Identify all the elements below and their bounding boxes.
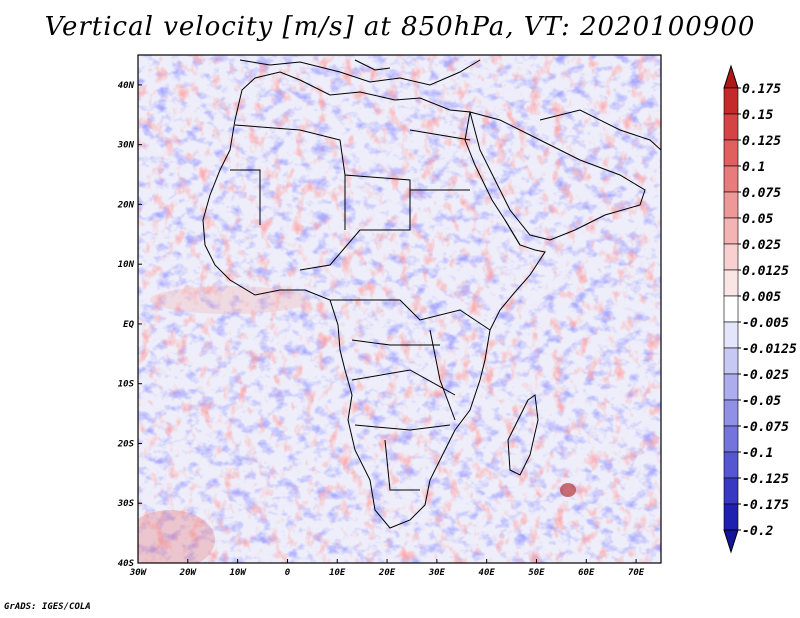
colorbar-box <box>723 425 739 453</box>
colorbar-box <box>723 347 739 375</box>
colorbar-label: 0.175 <box>742 82 781 97</box>
lat-tick-label: 30N <box>117 141 135 151</box>
colorbar-label: 0.025 <box>742 238 781 253</box>
colorbar: 0.175 0.15 0.125 0.1 0.075 0.05 0.025 0.0125 0.0… <box>723 64 797 554</box>
lon-tick-label: 70E <box>628 568 645 578</box>
colorbar-box <box>723 139 739 167</box>
colorbar-label: -0.005 <box>742 316 789 331</box>
colorbar-box <box>723 87 739 115</box>
lon-tick-label: 30E <box>428 568 446 578</box>
colorbar-box <box>723 451 739 479</box>
lon-tick-label: 40E <box>479 568 496 578</box>
colorbar-label: 0.05 <box>742 212 773 227</box>
colorbar-label: 0.075 <box>742 186 781 201</box>
colorbar-label: 0.005 <box>742 290 781 305</box>
lat-tick-label: EQ <box>123 320 134 330</box>
lat-tick-label: 30S <box>117 499 135 509</box>
colorbar-box <box>723 165 739 193</box>
colorbar-label: 0.125 <box>742 134 781 149</box>
lat-tick-label: 20N <box>117 200 135 210</box>
colorbar-box <box>723 243 739 271</box>
lon-tick-label: 60E <box>578 568 595 578</box>
lat-tick-label: 10S <box>118 380 135 390</box>
velocity-field <box>138 55 661 563</box>
colorbar-label: 0.0125 <box>742 264 789 279</box>
lat-tick-label: 20S <box>117 439 135 449</box>
colorbar-box <box>723 399 739 427</box>
colorbar-box <box>723 295 739 323</box>
colorbar-label: -0.05 <box>742 394 781 409</box>
colorbar-label: -0.075 <box>742 420 789 435</box>
colorbar-box <box>723 269 739 297</box>
colorbar-top-arrow <box>723 64 739 89</box>
plot-frame <box>137 54 662 564</box>
map-axes: 30W 20W 10W 0 10E 20E 30E 40E 50E 60E 70E 40N 30N 20N… <box>117 81 645 578</box>
lat-tick-label: 40S <box>118 559 135 569</box>
colorbar-box <box>723 373 739 401</box>
map-title: Vertical velocity [m/s] at 850hPa, VT: 2… <box>44 12 756 42</box>
colorbar-label: -0.025 <box>742 368 789 383</box>
lon-tick-label: 10W <box>229 568 247 578</box>
lat-tick-label: 40N <box>118 81 135 91</box>
colorbar-label: -0.0125 <box>742 342 797 357</box>
colorbar-box <box>723 321 739 349</box>
lat-tick-label: 10N <box>118 260 135 270</box>
lon-tick-label: 50E <box>528 568 545 578</box>
grads-credit: GrADS: IGES/COLA <box>4 602 91 612</box>
colorbar-label: -0.175 <box>742 498 789 513</box>
lon-tick-label: 30W <box>129 568 148 578</box>
lon-tick-label: 10E <box>329 568 346 578</box>
colorbar-label: -0.1 <box>742 446 773 461</box>
colorbar-box <box>723 217 739 245</box>
lon-tick-label: 20E <box>378 568 396 578</box>
colorbar-box <box>723 477 739 505</box>
colorbar-box <box>723 503 739 531</box>
coastlines <box>202 59 661 529</box>
colorbar-box <box>723 113 739 141</box>
lon-tick-label: 0 <box>285 568 291 578</box>
colorbar-box <box>723 191 739 219</box>
colorbar-label: 0.1 <box>742 160 765 175</box>
colorbar-label: -0.125 <box>742 472 789 487</box>
colorbar-label: 0.15 <box>742 108 773 123</box>
colorbar-bottom-arrow <box>723 529 739 554</box>
colorbar-label: -0.2 <box>742 524 773 539</box>
lon-tick-label: 20W <box>179 568 198 578</box>
